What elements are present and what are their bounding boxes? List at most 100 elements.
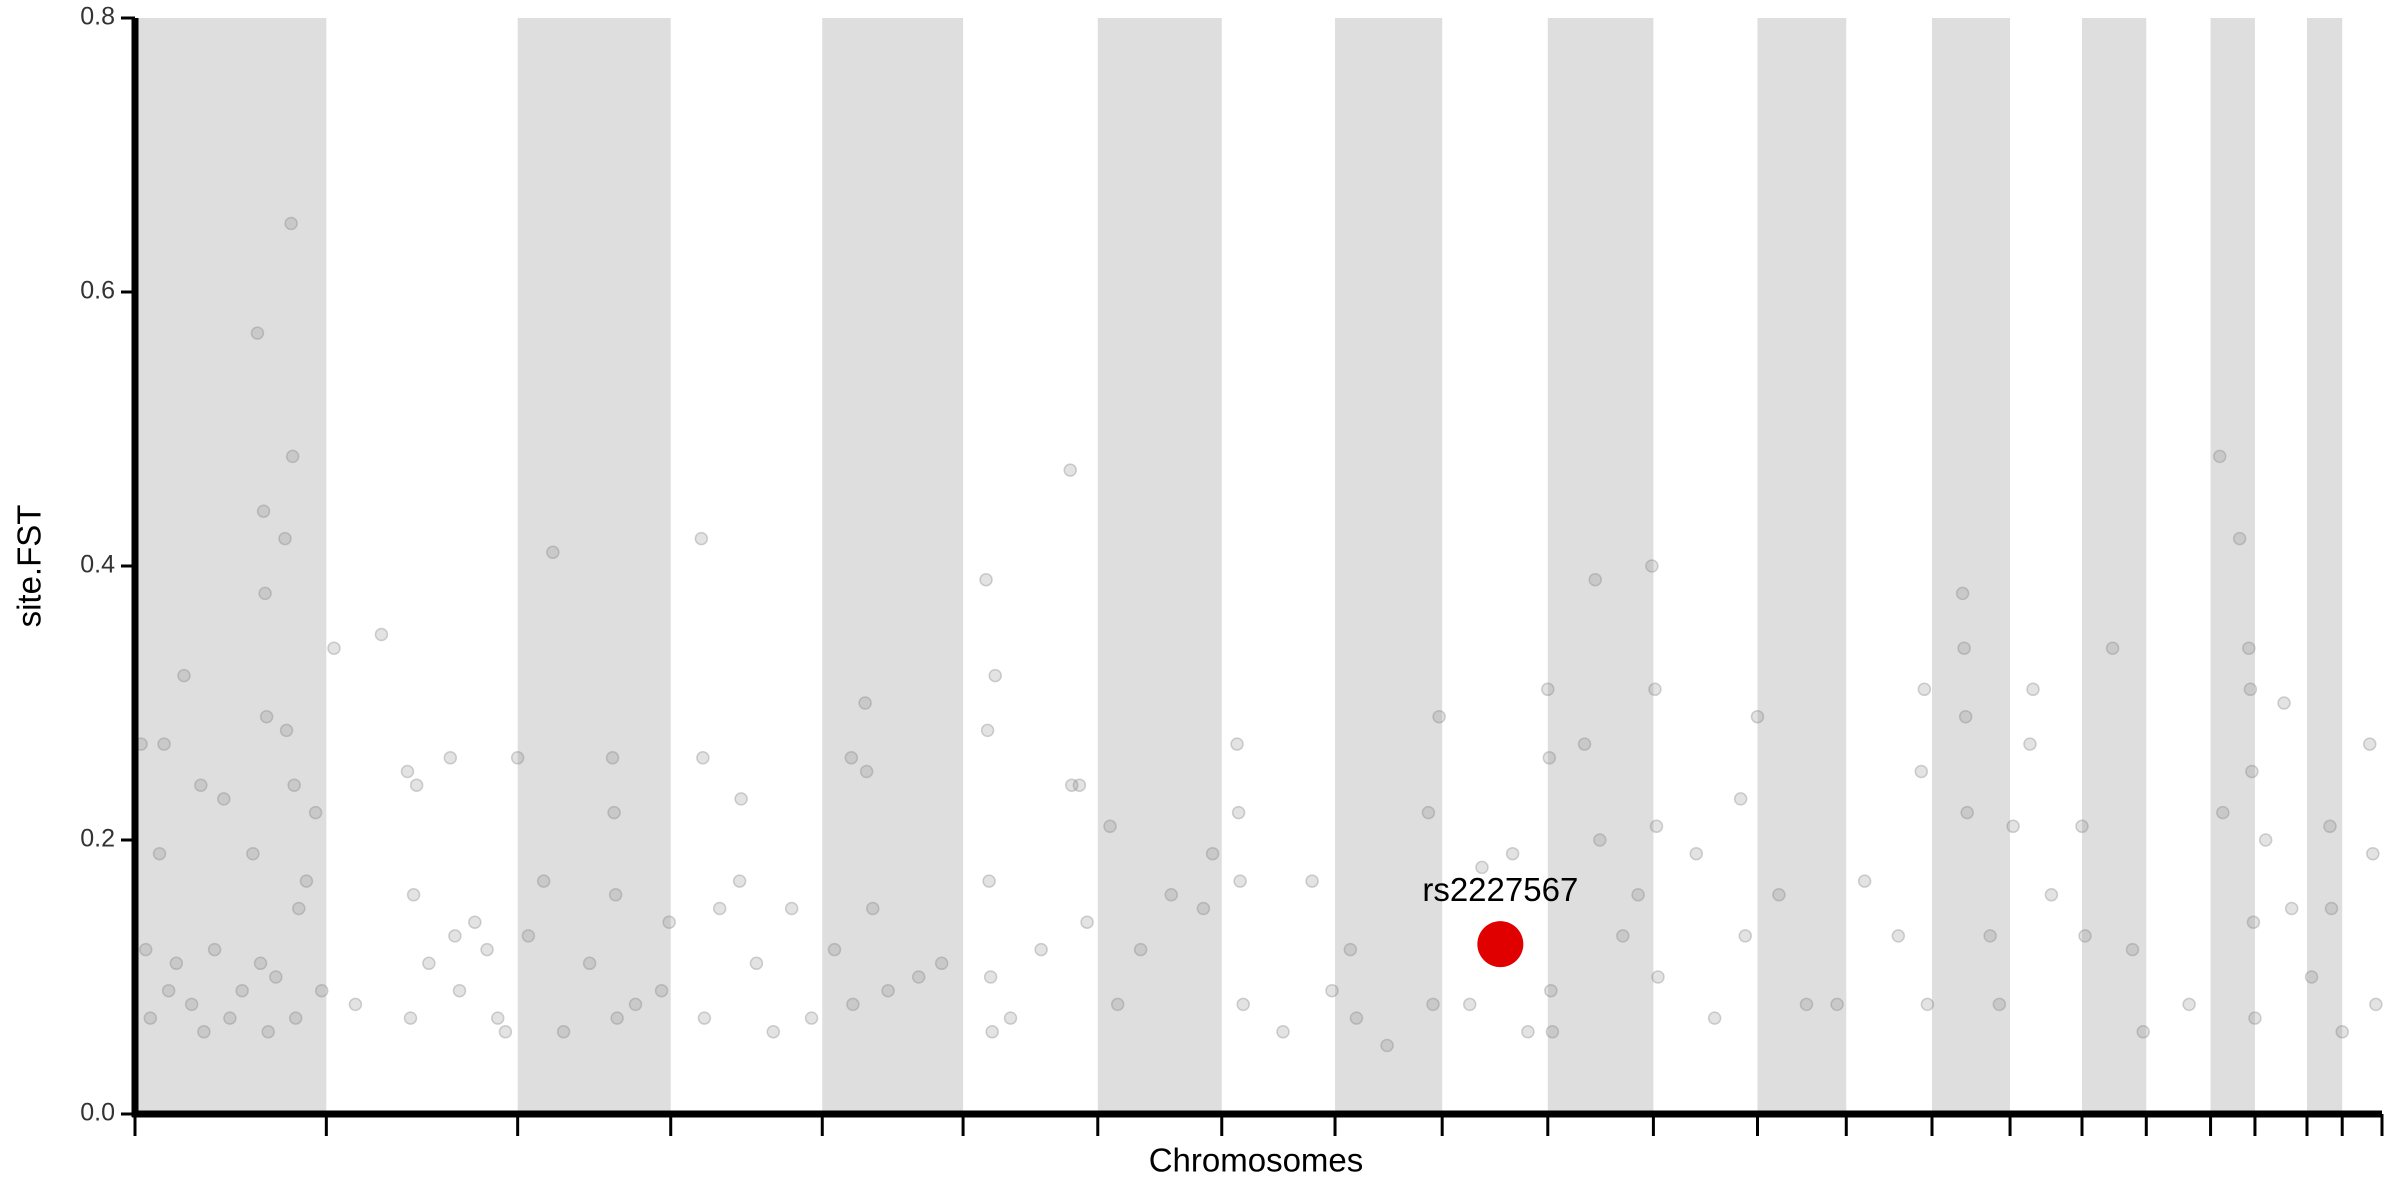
snp-point (1992, 997, 2007, 1012)
snp-point (1542, 751, 1557, 765)
snp-point (1544, 983, 1558, 998)
snp-point (217, 792, 231, 806)
snp-point (1651, 970, 1665, 984)
snp-point (207, 942, 222, 957)
snp-point (1920, 997, 1935, 1012)
snp-point (982, 874, 996, 888)
snp-point (258, 586, 272, 601)
highlight-label: rs2227567 (1422, 871, 1578, 908)
snp-point (285, 449, 300, 464)
snp-point (1648, 682, 1662, 697)
snp-point (287, 778, 301, 792)
snp-point (498, 1025, 513, 1039)
snp-point (1164, 888, 1179, 902)
snp-point (235, 983, 249, 998)
snp-point (1003, 1011, 1018, 1025)
y-tick-label: 0.2 (80, 825, 115, 853)
snp-point (278, 531, 292, 546)
snp-point (784, 901, 799, 916)
snp-point (1462, 997, 1477, 1012)
snp-point (654, 983, 669, 998)
snp-point (1799, 997, 1814, 1012)
snp-point (1080, 915, 1094, 929)
snp-point (1380, 1038, 1394, 1053)
snp-point (223, 1011, 237, 1025)
snp-point (979, 572, 993, 587)
snp-point (2323, 819, 2337, 834)
snp-point (1616, 929, 1630, 943)
snp-point (314, 983, 329, 998)
snp-point (1593, 833, 1607, 847)
snp-point (1738, 929, 1752, 943)
snp-point (138, 942, 153, 957)
snp-point (2078, 929, 2092, 943)
snp-point (694, 531, 709, 546)
snp-point (409, 778, 424, 792)
snp-point (844, 751, 859, 765)
y-axis-label: site.FST (11, 505, 48, 628)
snp-point (468, 915, 482, 929)
snp-point (1957, 641, 1971, 655)
snp-point (983, 970, 998, 984)
highlight-point (1477, 921, 1524, 968)
snp-point (2277, 696, 2291, 710)
snp-point (988, 668, 1002, 683)
snp-point (292, 901, 306, 916)
snp-point (184, 997, 199, 1012)
snp-point (269, 970, 283, 984)
snp-point (2324, 901, 2339, 916)
snp-point (1917, 682, 1932, 697)
snp-point (1230, 737, 1244, 751)
snp-point (510, 751, 525, 765)
snp-point (1649, 819, 1664, 834)
snp-point (521, 929, 536, 943)
snp-point (2248, 1011, 2262, 1025)
snp-point (1305, 874, 1319, 888)
chromosome-band (1757, 18, 1847, 1114)
snp-point (2242, 641, 2256, 655)
snp-point (2125, 942, 2140, 957)
snp-point (1521, 1025, 1535, 1039)
snp-point (448, 929, 462, 943)
snp-point (1426, 997, 1440, 1012)
x-axis-label: Chromosomes (1149, 1142, 1364, 1179)
snp-point (250, 326, 265, 340)
points (134, 216, 2383, 1053)
snp-point (2044, 888, 2059, 902)
snp-point (284, 216, 298, 231)
snp-point (1577, 737, 1592, 751)
snp-point (556, 1025, 571, 1039)
snp-point (288, 1011, 303, 1025)
snp-point (194, 778, 208, 792)
snp-point (2023, 737, 2037, 751)
chromosome-band (2210, 18, 2255, 1114)
snp-point (1110, 997, 1125, 1012)
snp-point (256, 504, 271, 518)
snp-point (279, 723, 294, 738)
snp-point (1505, 846, 1520, 861)
snp-point (2284, 901, 2299, 916)
snp-point (152, 846, 167, 861)
snp-point (2366, 846, 2380, 861)
snp-point (2136, 1025, 2150, 1039)
snp-point (1063, 463, 1077, 477)
snp-point (480, 942, 494, 957)
snp-point (2369, 997, 2383, 1012)
snp-point (2245, 764, 2259, 779)
snp-point (859, 764, 874, 779)
snp-point (712, 901, 727, 916)
snp-point (2075, 819, 2089, 834)
snp-point (403, 1011, 418, 1025)
snp-point (2258, 833, 2273, 847)
snp-point (259, 709, 274, 724)
snp-point (1325, 983, 1339, 998)
snp-point (1236, 997, 1250, 1012)
snp-point (911, 970, 926, 984)
snp-point (1231, 805, 1246, 820)
snp-point (1349, 1011, 1364, 1025)
snp-point (1545, 1025, 1560, 1039)
snp-point (308, 805, 323, 820)
chromosome-bands (135, 18, 2343, 1114)
snp-point (1205, 846, 1220, 861)
